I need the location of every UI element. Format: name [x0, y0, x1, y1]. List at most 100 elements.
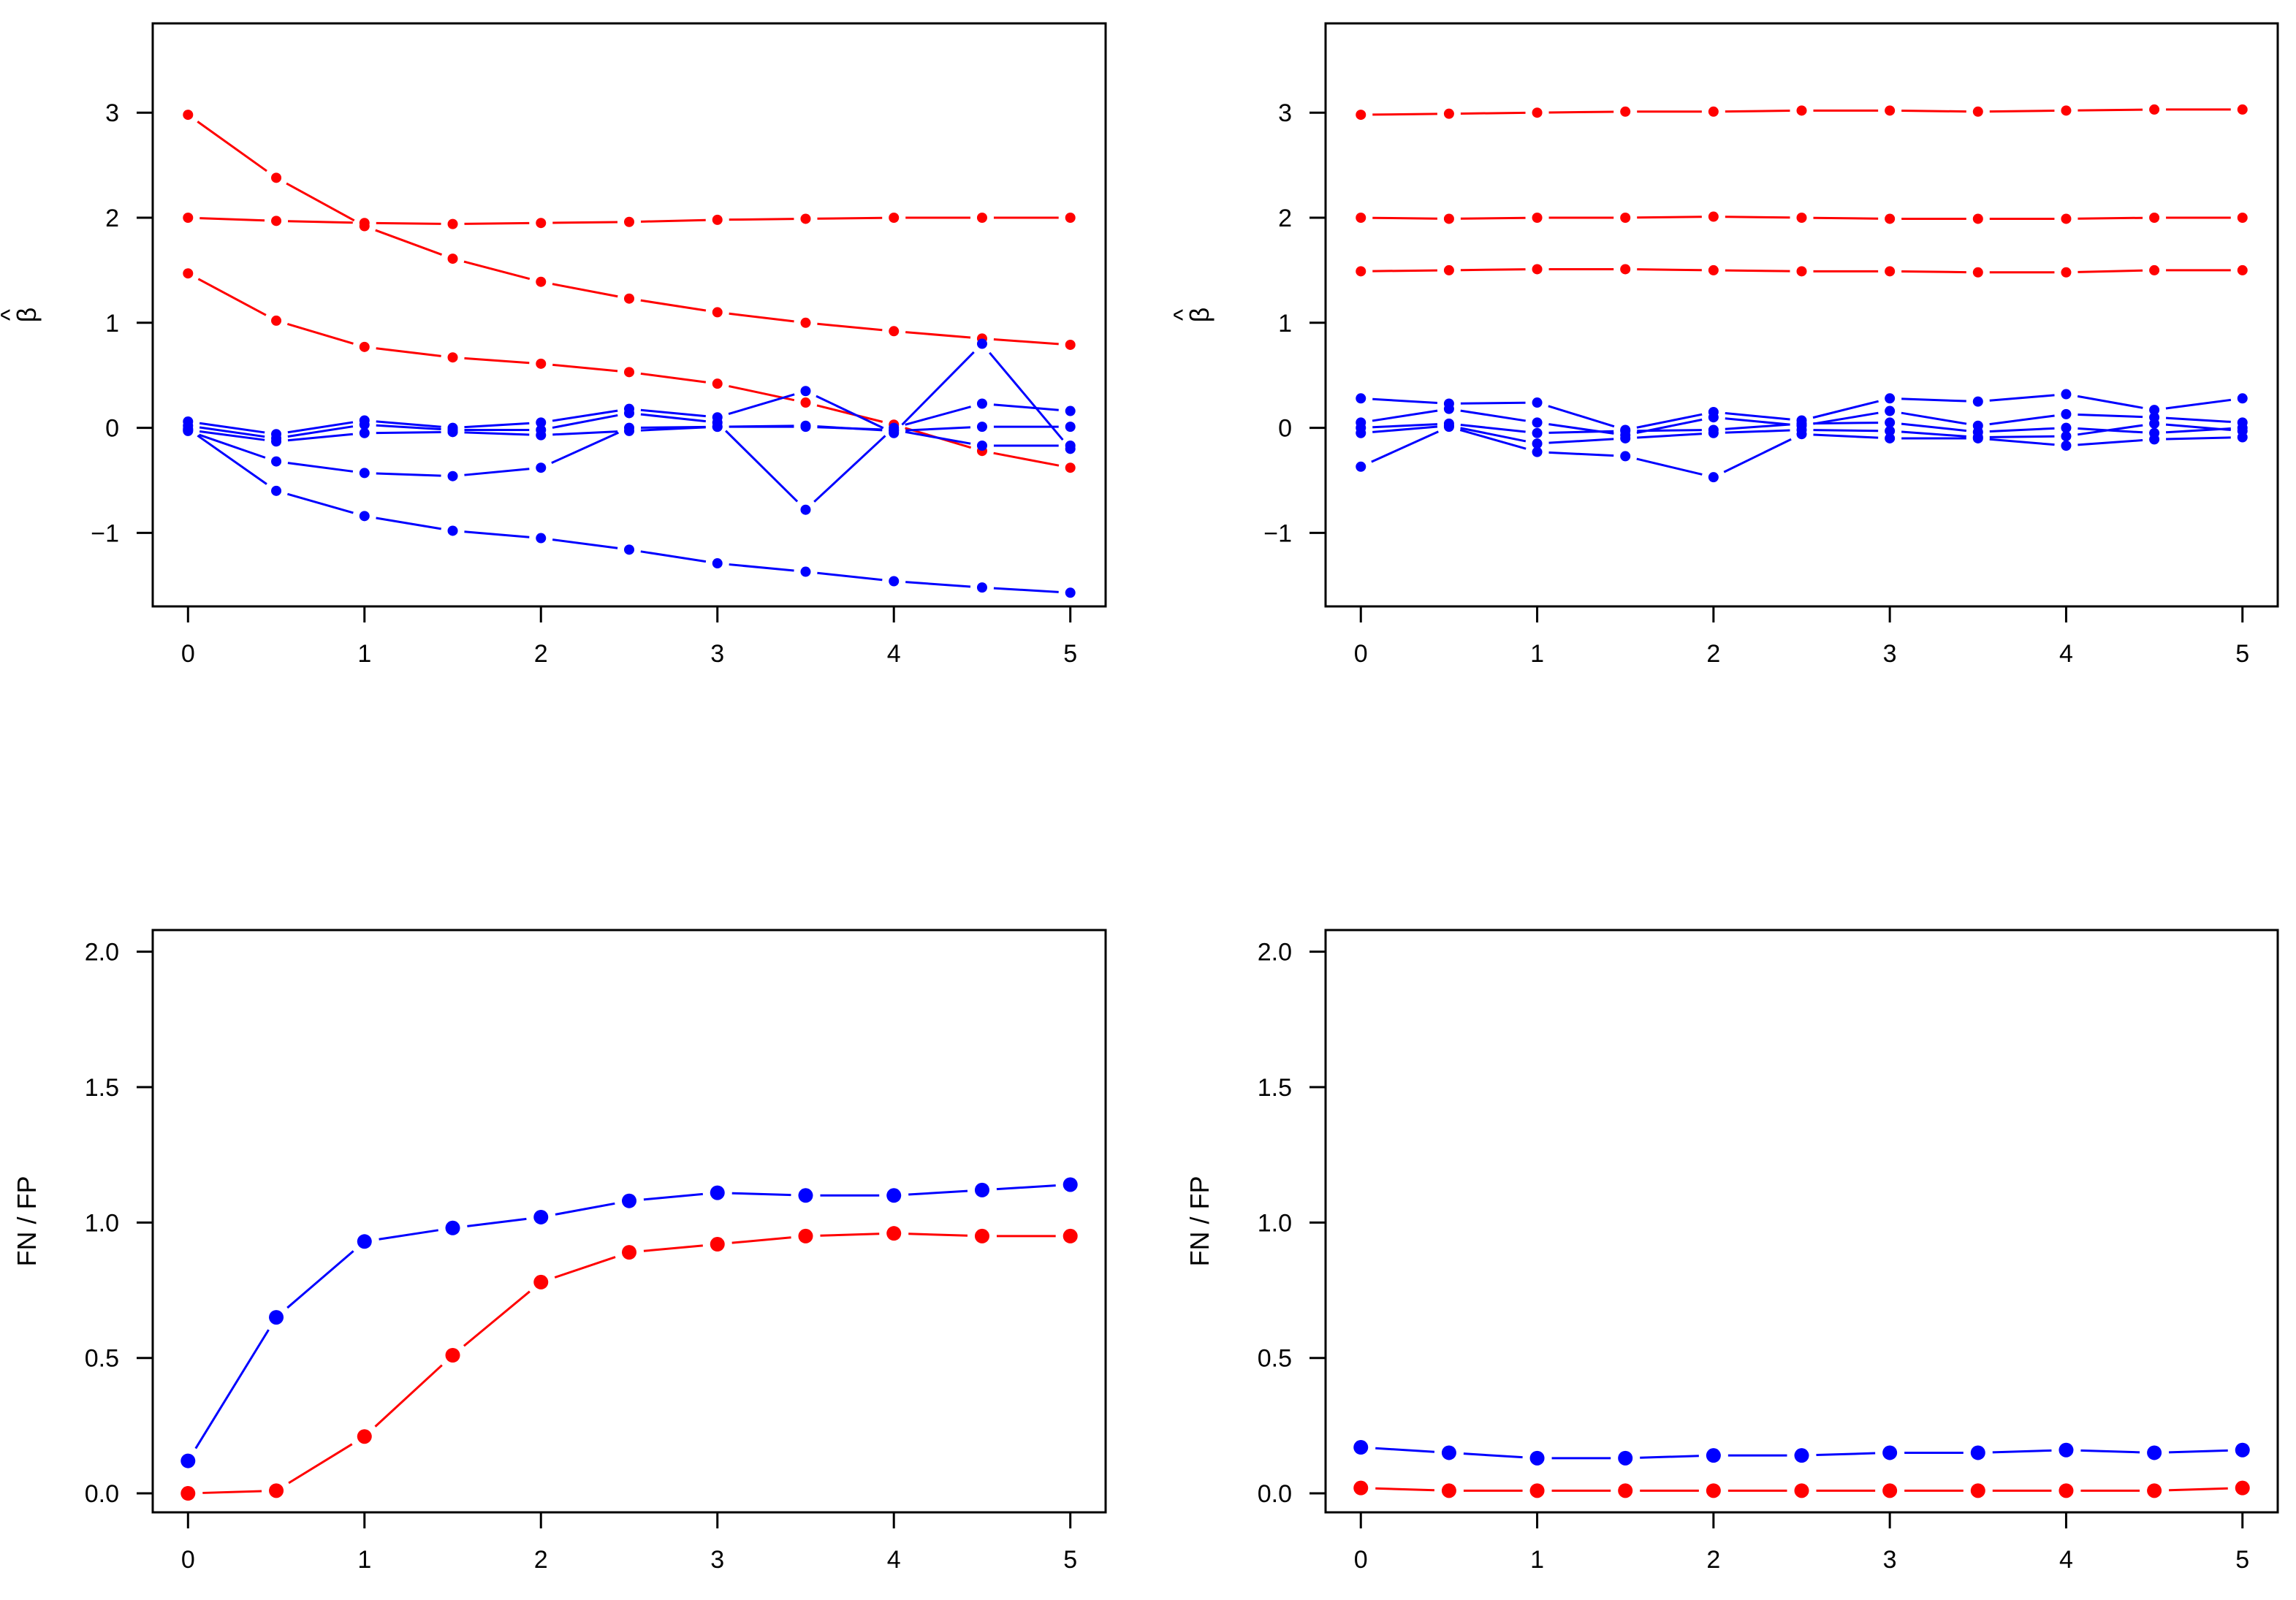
data-point	[1529, 1483, 1545, 1498]
series-line-segment	[464, 422, 530, 429]
series-line-segment	[728, 393, 795, 416]
series-line-segment	[905, 581, 971, 588]
data-point	[1441, 1445, 1456, 1460]
x-tick-label: 4	[2059, 1546, 2073, 1574]
y-tick-label: 1.0	[85, 1209, 119, 1237]
data-point	[1620, 106, 1631, 117]
data-point	[180, 1486, 196, 1501]
data-point	[1970, 1483, 1985, 1498]
data-point	[180, 1453, 196, 1468]
series-line-segment	[199, 430, 265, 441]
data-point	[1356, 110, 1366, 121]
series-line-segment	[1725, 429, 1790, 434]
series-line-segment	[554, 1256, 616, 1279]
series-red-1	[183, 110, 1076, 350]
data-point	[536, 462, 547, 473]
x-tick-label: 4	[887, 640, 901, 668]
data-point	[1972, 433, 1983, 443]
y-tick-label: 2.0	[1258, 939, 1292, 967]
y-axis-label: β	[12, 308, 42, 323]
series-line-segment	[1725, 269, 1790, 273]
series-line-segment	[464, 530, 530, 538]
data-point	[1065, 441, 1076, 452]
series-line-segment	[908, 1233, 968, 1237]
x-tick-label: 1	[357, 640, 371, 668]
data-point	[2149, 264, 2160, 275]
data-point	[800, 422, 811, 433]
data-point	[1620, 451, 1631, 462]
series-line-segment	[817, 426, 883, 431]
data-point	[2061, 105, 2072, 116]
series-line-segment	[202, 1490, 262, 1494]
series-line-segment	[1992, 1449, 2052, 1454]
series-red	[180, 1226, 1078, 1501]
series-red-2	[1356, 211, 2248, 224]
data-point	[1443, 403, 1454, 414]
series-line-segment	[551, 431, 620, 464]
data-point	[889, 424, 900, 435]
series-line-segment	[2165, 398, 2232, 410]
series-line-segment	[640, 413, 706, 423]
data-point	[889, 213, 900, 223]
data-point	[1794, 1448, 1809, 1463]
data-point	[624, 293, 634, 304]
x-tick-label: 1	[1530, 1546, 1544, 1574]
series-line-segment	[640, 372, 707, 384]
series-blue-5	[1356, 422, 2248, 483]
data-point	[533, 1274, 549, 1289]
data-point	[447, 525, 458, 536]
series-line-segment	[640, 218, 706, 223]
data-point	[2237, 393, 2248, 404]
y-tick-label: 1	[105, 310, 119, 338]
series-line-segment	[1637, 429, 1702, 433]
series-line-segment	[1375, 1487, 1434, 1492]
series-line-segment	[374, 1364, 443, 1428]
series-line-segment	[1813, 433, 1879, 439]
data-point	[712, 558, 723, 569]
x-tick-label: 3	[1883, 1546, 1897, 1574]
y-axis-label: FN / FP	[12, 1176, 42, 1267]
series-line-segment	[1901, 110, 1966, 113]
series-line-segment	[2077, 395, 2143, 409]
data-point	[1885, 405, 1896, 416]
series-red-1	[1356, 104, 2248, 121]
series-line-segment	[463, 1290, 531, 1347]
data-point	[533, 1209, 549, 1224]
data-point	[1443, 422, 1454, 433]
data-point	[2237, 213, 2248, 223]
series-line-segment	[376, 420, 441, 428]
series-line-segment	[640, 550, 707, 563]
data-point	[1708, 106, 1719, 117]
series-line-segment	[905, 331, 971, 339]
data-point	[536, 276, 547, 287]
data-point	[536, 417, 547, 428]
series-line-segment	[640, 408, 706, 418]
data-point	[889, 326, 900, 337]
series-line-segment	[1372, 269, 1437, 273]
data-point	[1885, 213, 1896, 224]
data-point	[2061, 422, 2072, 433]
data-point	[624, 408, 634, 419]
data-point	[1532, 397, 1543, 408]
data-point	[624, 544, 634, 555]
data-point	[2059, 1442, 2074, 1458]
x-tick-label: 2	[1706, 1546, 1720, 1574]
data-point	[1885, 417, 1896, 428]
data-point	[2061, 213, 2072, 224]
series-line-segment	[1901, 411, 1967, 425]
y-axis-label-hat: ^	[1169, 309, 1197, 321]
x-tick-label: 1	[1530, 640, 1544, 668]
panel-bottom-left: 0 1 2 3 4 5 0.0 0.5 1.0 1.5 2.0 FN / FP	[12, 929, 1107, 1574]
data-point	[2235, 1480, 2250, 1496]
series-line-segment	[1637, 433, 1702, 439]
y-tick-label: 1.5	[85, 1074, 119, 1102]
data-point	[2149, 434, 2160, 445]
y-tick-label: 0.0	[85, 1480, 119, 1508]
series-line-segment	[1372, 397, 1438, 405]
series-line-segment	[817, 322, 883, 332]
data-point	[536, 533, 547, 544]
series-line-segment	[1901, 430, 1966, 438]
series-line-segment	[376, 517, 441, 530]
series-line-segment	[1375, 1447, 1435, 1453]
panel-bottom-right: 0 1 2 3 4 5 0.0 0.5 1.0 1.5 2.0 FN / FP	[1185, 929, 2279, 1574]
